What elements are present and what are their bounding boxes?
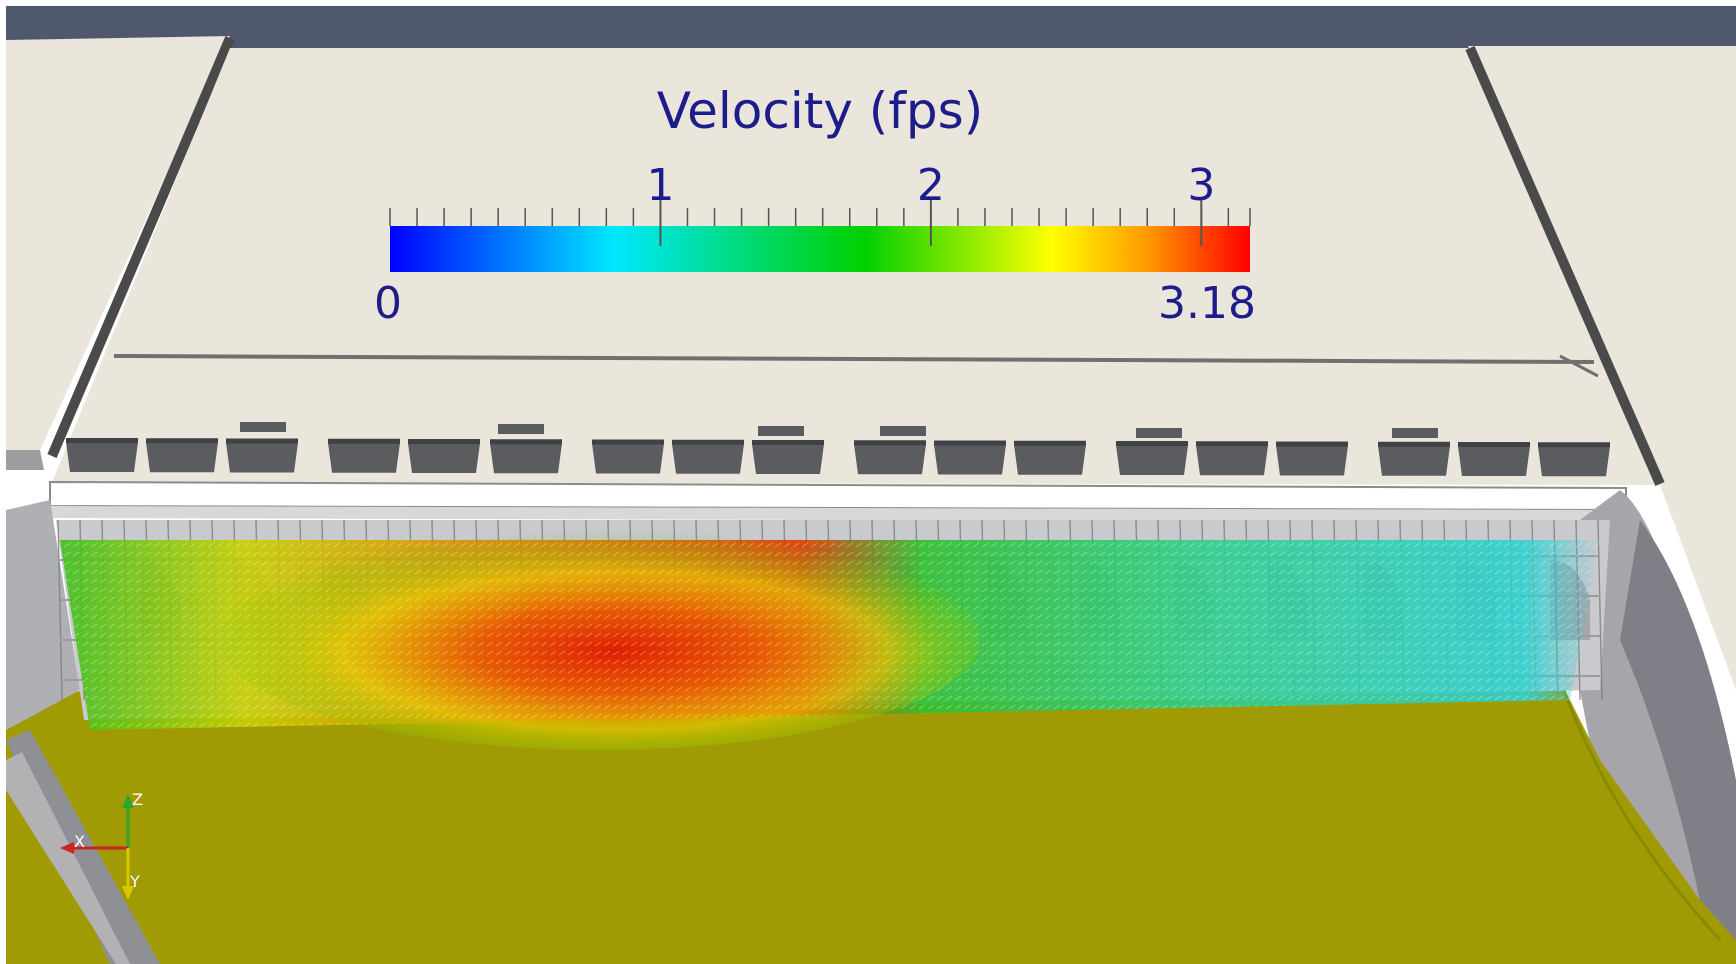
intake-block	[1378, 445, 1450, 476]
intake-block	[752, 444, 824, 474]
intake-block-cap	[854, 440, 926, 446]
z-axis-label: Z	[132, 790, 143, 809]
intake-block-cap	[1276, 441, 1348, 447]
intake-block-cap	[490, 439, 562, 445]
rack-bar	[1597, 519, 1603, 701]
colorbar-gradient	[390, 226, 1250, 272]
left-roof-edge	[6, 450, 44, 470]
intake-block-cap	[66, 438, 138, 443]
intake-blocks	[66, 422, 1610, 477]
colorbar-max-label: 3.18	[1158, 278, 1256, 329]
intake-block	[1116, 445, 1188, 475]
intake-block-cap	[934, 440, 1006, 446]
intake-block-cap	[592, 439, 664, 445]
roof-vent	[880, 426, 926, 436]
intake-block-cap	[408, 439, 480, 444]
roof-vent	[1136, 428, 1182, 438]
z-axis-arrow	[122, 794, 134, 808]
intake-block	[1196, 445, 1268, 476]
front-ledge	[49, 480, 1627, 512]
intake-block-cap	[1378, 441, 1450, 447]
intake-block	[854, 444, 926, 475]
intake-block	[1538, 446, 1610, 477]
front-ledge-lower	[50, 506, 1626, 522]
left-roof-slab	[6, 36, 230, 450]
left-walkway-edge	[6, 752, 130, 964]
roof-vent	[240, 422, 286, 432]
colorbar-tick-label: 1	[646, 160, 675, 211]
intake-block-cap	[1014, 440, 1086, 446]
left-roof-crease	[47, 36, 235, 458]
colorbar-min-label: 0	[374, 278, 402, 329]
y-axis-arrow	[122, 886, 134, 900]
right-roof-crease	[1465, 46, 1665, 486]
intake-block	[408, 443, 480, 473]
orientation-axes-triad[interactable]	[60, 794, 134, 900]
far-background	[6, 6, 1736, 50]
x-axis-label: X	[74, 832, 85, 851]
x-axis-arrow	[60, 842, 74, 854]
velocity-vector-field	[60, 530, 1600, 750]
roof-vent	[758, 426, 804, 436]
colorbar-major-ticks	[659, 200, 1203, 246]
intake-block	[490, 443, 562, 474]
ground-surface	[6, 680, 1736, 964]
intake-block-cap	[1538, 442, 1610, 448]
colorbar-legend	[389, 200, 1251, 272]
intake-block	[1458, 446, 1530, 476]
intake-block	[592, 443, 664, 474]
intake-block-cap	[1196, 441, 1268, 447]
right-curved-wall-face	[1620, 520, 1736, 964]
intake-block-cap	[328, 438, 400, 444]
intake-block-cap	[226, 438, 298, 444]
roof-vent	[1392, 428, 1438, 438]
intake-block	[672, 443, 744, 474]
roof-line-2	[1559, 354, 1599, 378]
intake-block	[1014, 444, 1086, 475]
ground-edge-right	[1558, 679, 1722, 942]
roof-vent	[498, 424, 544, 434]
intake-block-cap	[672, 439, 744, 445]
intake-block-cap	[752, 440, 824, 445]
intake-block	[146, 442, 218, 473]
intake-block	[1276, 445, 1348, 476]
intake-block-cap	[1116, 441, 1188, 446]
intake-block-cap	[146, 438, 218, 444]
intake-block	[226, 442, 298, 473]
rack-bar	[57, 519, 63, 701]
intake-block	[328, 442, 400, 473]
right-roof-slab	[1468, 46, 1736, 690]
colorbar-minor-ticks	[389, 208, 1251, 226]
roof-line	[113, 354, 1595, 364]
intake-block	[66, 442, 138, 472]
y-axis-label: Y	[130, 872, 140, 891]
intake-block-cap	[1458, 442, 1530, 447]
colorbar-title: Velocity (fps)	[656, 82, 984, 140]
colorbar-tick-label: 3	[1187, 160, 1216, 211]
colorbar-tick-label: 2	[916, 160, 945, 211]
intake-block	[934, 444, 1006, 475]
